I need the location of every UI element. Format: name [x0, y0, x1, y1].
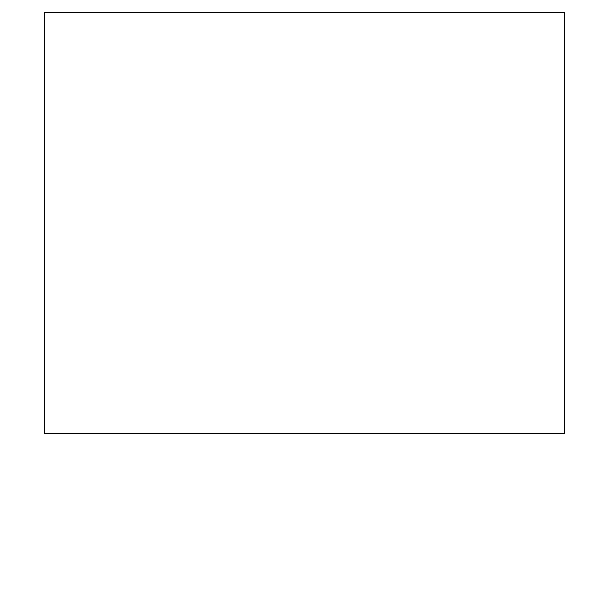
- equity-raisings-chart: [8, 12, 601, 464]
- x-axis-labels: [44, 434, 565, 454]
- plot-area: [44, 12, 565, 434]
